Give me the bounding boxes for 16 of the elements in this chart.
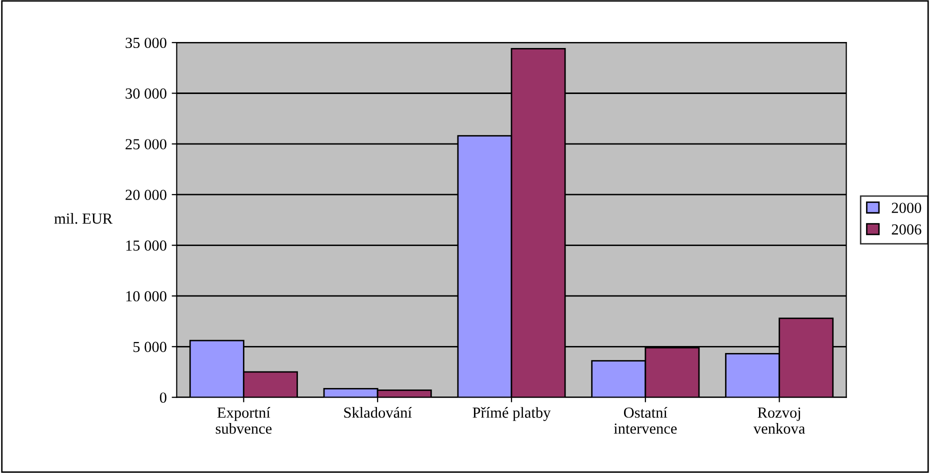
- x-tick-label: Ostatní intervence: [614, 407, 677, 434]
- x-tick-label: Rozvoj venkova: [753, 408, 806, 434]
- y-tick-label: 25 000: [126, 139, 166, 150]
- y-tick-label: 5 000: [133, 342, 166, 352]
- y-tick-label: 0: [160, 392, 166, 403]
- y-tick-label: 15 000: [126, 240, 166, 251]
- y-tick-label: 20 000: [126, 190, 166, 200]
- x-tick-label: Skladování: [344, 407, 412, 418]
- legend-label: 2000: [892, 202, 922, 214]
- x-tick-label: Přímé platby: [472, 407, 551, 421]
- y-tick-label: 35 000: [126, 38, 166, 48]
- legend-label: 2006: [892, 224, 922, 235]
- y-tick-label: 10 000: [126, 291, 166, 302]
- y-tick-label: 30 000: [126, 88, 166, 99]
- x-tick-label: Exportní subvence: [216, 407, 272, 434]
- y-axis-title: mil. EUR: [54, 213, 113, 224]
